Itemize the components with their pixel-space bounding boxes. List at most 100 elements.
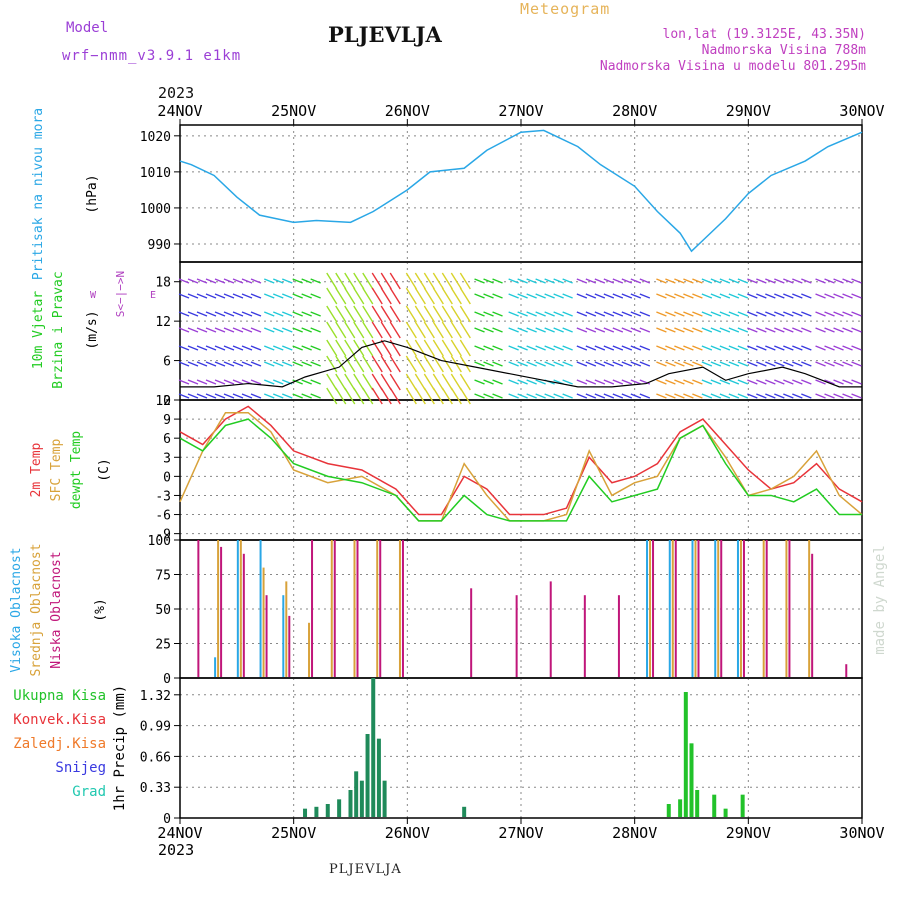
wind-arrow <box>450 373 462 391</box>
wind-arrow <box>603 278 615 284</box>
wind-arrow <box>576 393 588 399</box>
wind-arrow <box>335 272 347 290</box>
wind-arrow <box>474 293 485 299</box>
wind-arrow <box>508 293 519 299</box>
wind-arrow <box>223 393 235 399</box>
wind-arrow <box>405 272 417 290</box>
cloud-bar-mid <box>808 540 811 677</box>
wind-arrow <box>344 321 356 339</box>
wind-arrow <box>594 379 606 385</box>
wind-arrow <box>728 278 740 284</box>
wind-arrow <box>737 293 749 299</box>
wind-arrow <box>630 311 642 317</box>
wind-arrow <box>783 379 794 385</box>
wind-arrow <box>335 373 347 391</box>
xtick-label-bottom: 30NOV <box>839 824 884 842</box>
wind-arrow <box>756 345 767 351</box>
wind-arrow <box>603 361 615 367</box>
cloud-bar-high <box>236 540 239 677</box>
wind-arrow <box>223 278 235 284</box>
wind-arrow <box>450 287 462 305</box>
wind-arrow <box>801 379 812 385</box>
footer-station: PLJEVLJA <box>329 862 402 877</box>
wind-arrow <box>594 393 606 399</box>
cloud-bar-mid <box>649 540 652 677</box>
wind-arrow <box>674 393 685 399</box>
wind-arrow <box>833 293 844 299</box>
wind-arrow <box>508 345 519 351</box>
cloud-bar-mid <box>217 540 220 677</box>
wind-arrow <box>310 379 321 385</box>
wind-arrow <box>450 339 462 357</box>
ytick-label-clouds: 75 <box>155 569 171 584</box>
wind-arrow <box>526 278 537 284</box>
wind-arrow <box>232 361 244 367</box>
wind-arrow <box>432 272 444 290</box>
xtick-label-bottom: 25NOV <box>271 824 316 842</box>
wind-arrow <box>630 379 642 385</box>
wind-arrow <box>380 321 392 339</box>
wind-arrow <box>526 293 537 299</box>
cloud-bar-low <box>788 540 791 677</box>
wind-arrow <box>241 393 253 399</box>
precip-bar <box>723 808 728 817</box>
cloud-bar-mid <box>376 540 379 677</box>
wind-arrow <box>214 393 226 399</box>
wind-arrow <box>335 287 347 305</box>
wind-arrow <box>656 379 667 385</box>
wind-arrow <box>281 327 293 333</box>
wind-arrow <box>272 361 284 367</box>
wind-arrow <box>250 278 262 284</box>
wind-arrow <box>250 327 262 333</box>
wind-arrow <box>747 293 758 299</box>
cloud-bar-low <box>720 540 723 677</box>
wind-arrow <box>187 361 199 367</box>
wind-arrow <box>710 311 722 317</box>
xtick-label-bottom: 24NOV <box>157 824 202 842</box>
wind-arrow <box>459 272 471 290</box>
wind-arrow <box>792 393 803 399</box>
wind-arrow <box>719 393 731 399</box>
wind-arrow <box>801 327 812 333</box>
wind-arrow <box>492 278 503 284</box>
wind-arrow <box>196 393 208 399</box>
wind-arrow <box>710 379 722 385</box>
wind-arrow <box>292 311 303 317</box>
wind-arrow <box>576 345 588 351</box>
wind-arrow <box>301 379 312 385</box>
wind-arrow <box>205 393 217 399</box>
precip-bar <box>359 780 364 817</box>
wind-arrow <box>517 393 528 399</box>
wind-arrow <box>178 278 190 284</box>
xtick-label-top: 30NOV <box>839 102 884 120</box>
wind-arrow <box>842 361 853 367</box>
wind-arrow <box>526 393 537 399</box>
wind-arrow <box>833 278 844 284</box>
wind-arrow <box>701 327 713 333</box>
cloud-bar-high <box>714 540 717 677</box>
wind-arrow <box>544 361 555 367</box>
wind-arrow <box>683 361 694 367</box>
wind-arrow <box>765 393 776 399</box>
wind-arrow <box>281 345 293 351</box>
wind-arrow <box>535 393 546 399</box>
cloud-ylabel-mid: Srednja Oblacnost <box>29 543 44 676</box>
wind-arrow <box>692 379 703 385</box>
wind-arrow <box>692 293 703 299</box>
wind-arrow <box>719 278 731 284</box>
temp-line-dewpt <box>179 418 862 522</box>
ytick-label-temperature: -6 <box>155 509 171 524</box>
xtick-label-top: 26NOV <box>385 102 430 120</box>
wind-arrow <box>824 293 835 299</box>
wind-arrow <box>765 278 776 284</box>
wind-arrow <box>178 393 190 399</box>
wind-arrow <box>187 293 199 299</box>
wind-arrow <box>774 327 785 333</box>
wind-arrow <box>214 361 226 367</box>
wind-arrow <box>674 293 685 299</box>
precip-bar <box>325 804 330 817</box>
cloud-bar-mid <box>694 540 697 677</box>
wind-arrow <box>187 327 199 333</box>
compass-w: W <box>90 290 97 301</box>
wind-arrow <box>833 361 844 367</box>
